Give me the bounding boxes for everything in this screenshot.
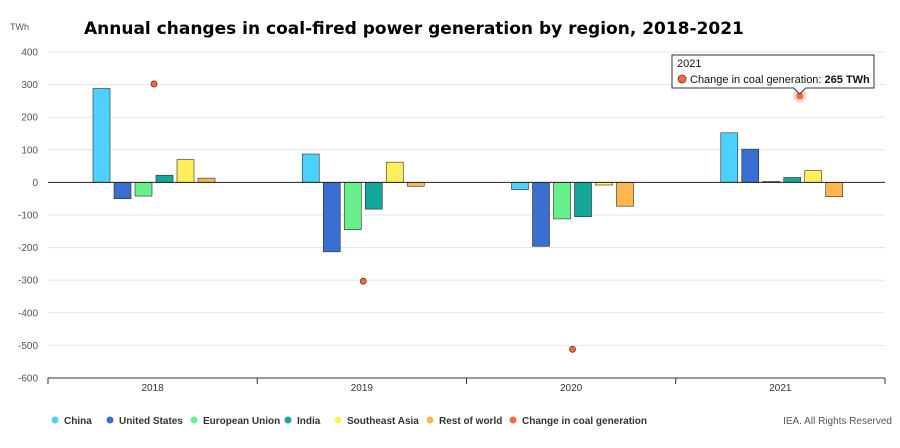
- total-marker-2020[interactable]: [569, 345, 576, 353]
- total-marker-2018[interactable]: [150, 80, 158, 88]
- bar-china-2020[interactable]: [511, 182, 529, 190]
- total-marker-2019[interactable]: [359, 277, 367, 285]
- tooltip-year: 2021: [677, 58, 701, 70]
- legend-label: United States: [119, 416, 183, 427]
- legend-marker-icon: [509, 416, 517, 424]
- bar-united-states-2020[interactable]: [532, 182, 550, 247]
- legend-item-china[interactable]: China: [51, 416, 93, 427]
- bar-european-union-2019[interactable]: [343, 182, 362, 230]
- bar-european-union-2018[interactable]: [134, 182, 153, 197]
- y-tick-label: 0: [32, 178, 38, 189]
- bar-southeast-asia-2021[interactable]: [804, 170, 823, 183]
- bar-india-2021[interactable]: [783, 177, 802, 183]
- tooltip: 2021 Change in coal generation: 265 TWh: [671, 54, 875, 95]
- bar-united-states-2018[interactable]: [113, 182, 132, 199]
- tooltip-value: 265 TWh: [825, 74, 871, 86]
- bar-china-2018[interactable]: [92, 88, 111, 183]
- legend-item-change-in-coal-generation[interactable]: Change in coal generation: [509, 416, 648, 427]
- x-tick-label-2021: 2021: [769, 383, 792, 394]
- legend-label: India: [297, 416, 321, 427]
- y-axis-ticks: 400 300 200 100 0 -100 -200 -300 -400 -500 -600: [18, 48, 38, 385]
- bar-european-union-2020[interactable]: [553, 182, 571, 220]
- bar-rest-of-world-2021[interactable]: [825, 182, 844, 198]
- x-tick-label-2019: 2019: [351, 383, 374, 394]
- legend-item-southeast-asia[interactable]: Southeast Asia: [334, 416, 420, 427]
- bar-china-2019[interactable]: [301, 153, 320, 183]
- y-tick-label: 400: [21, 48, 38, 59]
- legend: China United States European Union India Sou…: [51, 416, 648, 427]
- bar-united-states-2021[interactable]: [741, 148, 760, 183]
- bar-china-2021[interactable]: [720, 132, 739, 183]
- legend-marker-icon: [106, 416, 114, 424]
- y-tick-label: -300: [18, 276, 38, 287]
- legend-marker-icon: [190, 416, 198, 424]
- tooltip-label: Change in coal generation:: [690, 74, 825, 86]
- legend-item-united-states[interactable]: United States: [106, 416, 184, 427]
- legend-label: Change in coal generation: [522, 416, 647, 427]
- y-tick-label: 100: [21, 145, 38, 156]
- bars: [92, 88, 844, 253]
- y-tick-label: -400: [18, 308, 38, 319]
- y-tick-label: -100: [18, 211, 38, 222]
- bar-southeast-asia-2019[interactable]: [385, 161, 404, 183]
- tooltip-marker-icon: [677, 74, 687, 84]
- bar-india-2019[interactable]: [364, 182, 383, 210]
- gridlines: [48, 51, 885, 379]
- tooltip-text: Change in coal generation: 265 TWh: [690, 74, 870, 86]
- x-axis: 2018 2019 2020 2021: [47, 377, 886, 394]
- legend-item-european-union[interactable]: European Union: [190, 416, 281, 427]
- legend-marker-icon: [334, 416, 342, 424]
- legend-marker-icon: [284, 416, 292, 424]
- tooltip-box: [671, 54, 875, 95]
- legend-item-india[interactable]: India: [284, 416, 321, 427]
- bar-southeast-asia-2018[interactable]: [176, 159, 195, 183]
- y-tick-label: -500: [18, 341, 38, 352]
- y-tick-label: 300: [21, 80, 38, 91]
- x-tick-label-2018: 2018: [142, 383, 165, 394]
- bar-rest-of-world-2018[interactable]: [197, 177, 216, 183]
- bar-rest-of-world-2020[interactable]: [616, 182, 634, 207]
- legend-label: Southeast Asia: [347, 416, 419, 427]
- bar-rest-of-world-2019[interactable]: [406, 182, 425, 187]
- chart-title: Annual changes in coal-fired power gener…: [84, 19, 744, 39]
- total-markers: [150, 80, 807, 353]
- bar-united-states-2019[interactable]: [322, 182, 341, 253]
- bar-india-2018[interactable]: [155, 174, 174, 183]
- y-tick-label: -600: [18, 374, 38, 385]
- x-tick-label-2020: 2020: [560, 383, 583, 394]
- y-axis-unit-label: TWh: [10, 22, 29, 32]
- y-tick-label: 200: [21, 113, 38, 124]
- legend-label: European Union: [203, 416, 280, 427]
- y-tick-label: -200: [18, 243, 38, 254]
- legend-label: Rest of world: [439, 416, 502, 427]
- credit-text: IEA. All Rights Reserved: [783, 416, 892, 427]
- legend-item-rest-of-world[interactable]: Rest of world: [426, 416, 503, 427]
- bar-india-2020[interactable]: [574, 182, 592, 217]
- legend-label: China: [64, 416, 92, 427]
- legend-marker-icon: [51, 416, 59, 424]
- legend-marker-icon: [426, 416, 434, 424]
